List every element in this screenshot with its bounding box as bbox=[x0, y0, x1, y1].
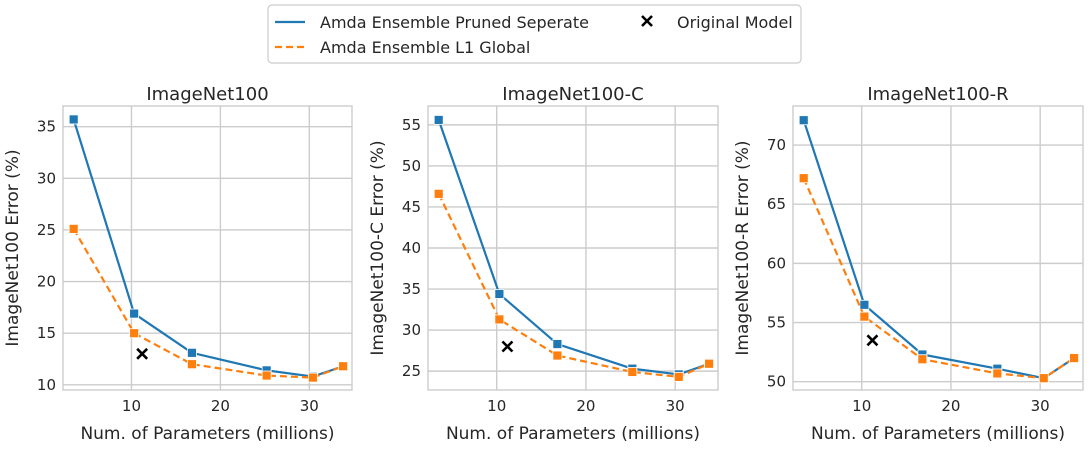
panel-2-point-amda-ensemble-pruned-seperate bbox=[798, 115, 809, 126]
panel-1-title: ImageNet100-C bbox=[502, 84, 643, 105]
panel-1-point-amda-ensemble-pruned-seperate bbox=[552, 339, 563, 349]
panel-1-series-amda-ensemble-pruned-seperate bbox=[433, 115, 714, 380]
panel-0-point-amda-ensemble-pruned-seperate bbox=[68, 114, 79, 125]
panel-0-x-tick-label: 30 bbox=[300, 397, 319, 415]
panel-0-x-tick-label: 10 bbox=[122, 397, 141, 415]
panel-2-point-amda-ensemble-l1-global bbox=[992, 368, 1003, 379]
panel-2-plot-frame bbox=[792, 105, 1084, 391]
panel-0-point-amda-ensemble-l1-global bbox=[261, 370, 272, 381]
panel-0-y-tick-label: 30 bbox=[37, 169, 56, 187]
panel-0-point-amda-ensemble-pruned-seperate bbox=[187, 347, 197, 358]
panel-2-point-amda-ensemble-l1-global bbox=[1038, 373, 1049, 384]
legend-label-original-model: Original Model bbox=[677, 13, 793, 32]
legend-swatch-original-model bbox=[641, 15, 653, 27]
panel-0-point-amda-ensemble-l1-global bbox=[307, 372, 318, 383]
panel-1-y-axis-label: ImageNet100-C Error (%) bbox=[368, 140, 388, 355]
panel-1-x-axis-label: Num. of Parameters (millions) bbox=[446, 424, 700, 444]
panel-1-y-tick-label: 30 bbox=[402, 321, 421, 339]
panel-0-series-original-model bbox=[136, 347, 149, 360]
panel-0-y-tick-label: 25 bbox=[37, 221, 56, 239]
panel-0-plot-frame bbox=[62, 105, 353, 391]
panel-1-plot-frame bbox=[427, 105, 719, 391]
panel-2-title: ImageNet100-R bbox=[867, 84, 1008, 105]
panel-2-x-tick-label: 20 bbox=[941, 397, 960, 415]
panel-2-line-amda-ensemble-pruned-seperate bbox=[802, 119, 1075, 380]
panel-0-series-amda-ensemble-l1-global bbox=[68, 223, 349, 383]
panel-1-point-amda-ensemble-l1-global bbox=[494, 314, 505, 325]
panel-1-y-tick-label: 25 bbox=[402, 362, 421, 380]
panel-1-point-amda-ensemble-l1-global bbox=[673, 371, 684, 382]
panel-2-y-axis-label: ImageNet100-R Error (%) bbox=[733, 140, 753, 355]
panel-2-point-amda-ensemble-l1-global bbox=[1069, 353, 1079, 363]
chart-panel-imagenet100-c: 10 20 30 25 30 35 40 45 50 55 ImageNet100-C Num. of… bbox=[368, 84, 719, 444]
panel-1-line-amda-ensemble-l1-global bbox=[437, 193, 710, 378]
panel-1-line-amda-ensemble-pruned-seperate bbox=[437, 119, 710, 376]
panel-0-y-axis-label: ImageNet100 Error (%) bbox=[3, 149, 23, 346]
panel-2-y-tick-label: 55 bbox=[767, 314, 786, 332]
panel-0-line-amda-ensemble-l1-global bbox=[72, 228, 344, 379]
panel-2-series-amda-ensemble-l1-global bbox=[798, 173, 1079, 384]
panel-0-line-amda-ensemble-pruned-seperate bbox=[72, 119, 344, 378]
panel-0-x-axis-label: Num. of Parameters (millions) bbox=[80, 424, 334, 444]
panel-2-y-tick-label: 70 bbox=[767, 136, 786, 154]
panel-2-series-original-model bbox=[866, 334, 879, 347]
legend: Amda Ensemble Pruned Seperate Amda Ensem… bbox=[267, 4, 802, 64]
panel-1-series-amda-ensemble-l1-global bbox=[433, 188, 714, 382]
panel-2-x-tick-label: 10 bbox=[852, 397, 871, 415]
panel-1-x-tick-label: 30 bbox=[666, 397, 685, 415]
panel-2-point-amda-ensemble-l1-global bbox=[917, 354, 928, 365]
panel-1-y-tick-label: 40 bbox=[402, 239, 421, 257]
panel-0-point-original-model bbox=[136, 347, 149, 360]
panel-2-point-original-model bbox=[866, 334, 879, 347]
legend-frame bbox=[267, 4, 802, 64]
panel-1-point-original-model bbox=[501, 340, 514, 353]
chart-panel-imagenet100-r: 10 20 30 50 55 60 65 70 ImageNet100-R Num. of Par… bbox=[733, 84, 1084, 444]
panel-0-y-tick-label: 35 bbox=[37, 118, 56, 136]
panel-2-point-amda-ensemble-l1-global bbox=[859, 311, 870, 322]
panel-2-y-tick-label: 65 bbox=[767, 195, 786, 213]
panel-0-y-tick-label: 10 bbox=[37, 376, 56, 394]
panel-1-y-tick-label: 45 bbox=[402, 198, 421, 216]
panel-1-point-amda-ensemble-l1-global bbox=[704, 358, 714, 369]
panel-1-x-tick-label: 10 bbox=[487, 397, 506, 415]
panel-0-y-tick-label: 20 bbox=[37, 273, 56, 291]
panel-0-point-amda-ensemble-pruned-seperate bbox=[129, 308, 140, 319]
panel-1-point-amda-ensemble-l1-global bbox=[627, 367, 638, 377]
panel-2-series-amda-ensemble-pruned-seperate bbox=[798, 115, 1079, 384]
panel-0-point-amda-ensemble-l1-global bbox=[68, 223, 79, 234]
chart-panel-imagenet100: 10 20 30 10 15 20 25 30 35 ImageNet100 Num. of Par… bbox=[3, 84, 353, 444]
panel-1-y-tick-label: 50 bbox=[402, 157, 421, 175]
panel-2-line-amda-ensemble-l1-global bbox=[802, 177, 1075, 380]
panel-2-y-tick-label: 50 bbox=[767, 373, 786, 391]
panel-1-series-original-model bbox=[501, 340, 514, 353]
panel-2-point-amda-ensemble-l1-global bbox=[798, 173, 809, 184]
panel-1-y-tick-label: 55 bbox=[402, 116, 421, 134]
panel-0-point-amda-ensemble-l1-global bbox=[129, 328, 140, 339]
panel-0-series-amda-ensemble-pruned-seperate bbox=[68, 114, 349, 382]
panel-2-y-tick-label: 60 bbox=[767, 254, 786, 272]
panel-0-y-tick-label: 15 bbox=[37, 324, 56, 342]
legend-label-pruned-seperate: Amda Ensemble Pruned Seperate bbox=[320, 13, 589, 32]
panel-0-point-amda-ensemble-l1-global bbox=[187, 359, 197, 370]
panel-1-x-tick-label: 20 bbox=[576, 397, 595, 415]
panel-1-point-amda-ensemble-l1-global bbox=[552, 350, 563, 361]
panel-2-point-amda-ensemble-pruned-seperate bbox=[859, 299, 870, 310]
panel-2-x-tick-label: 30 bbox=[1031, 397, 1050, 415]
panel-0-point-amda-ensemble-l1-global bbox=[338, 361, 349, 372]
panel-1-point-amda-ensemble-l1-global bbox=[433, 188, 444, 199]
panel-2-x-axis-label: Num. of Parameters (millions) bbox=[811, 424, 1065, 444]
panel-1-point-amda-ensemble-pruned-seperate bbox=[433, 115, 444, 125]
panel-0-title: ImageNet100 bbox=[146, 84, 268, 105]
panel-1-y-tick-label: 35 bbox=[402, 280, 421, 298]
legend-label-l1-global: Amda Ensemble L1 Global bbox=[320, 38, 530, 57]
panel-1-point-amda-ensemble-pruned-seperate bbox=[494, 289, 505, 299]
panel-0-x-tick-label: 20 bbox=[211, 397, 230, 415]
